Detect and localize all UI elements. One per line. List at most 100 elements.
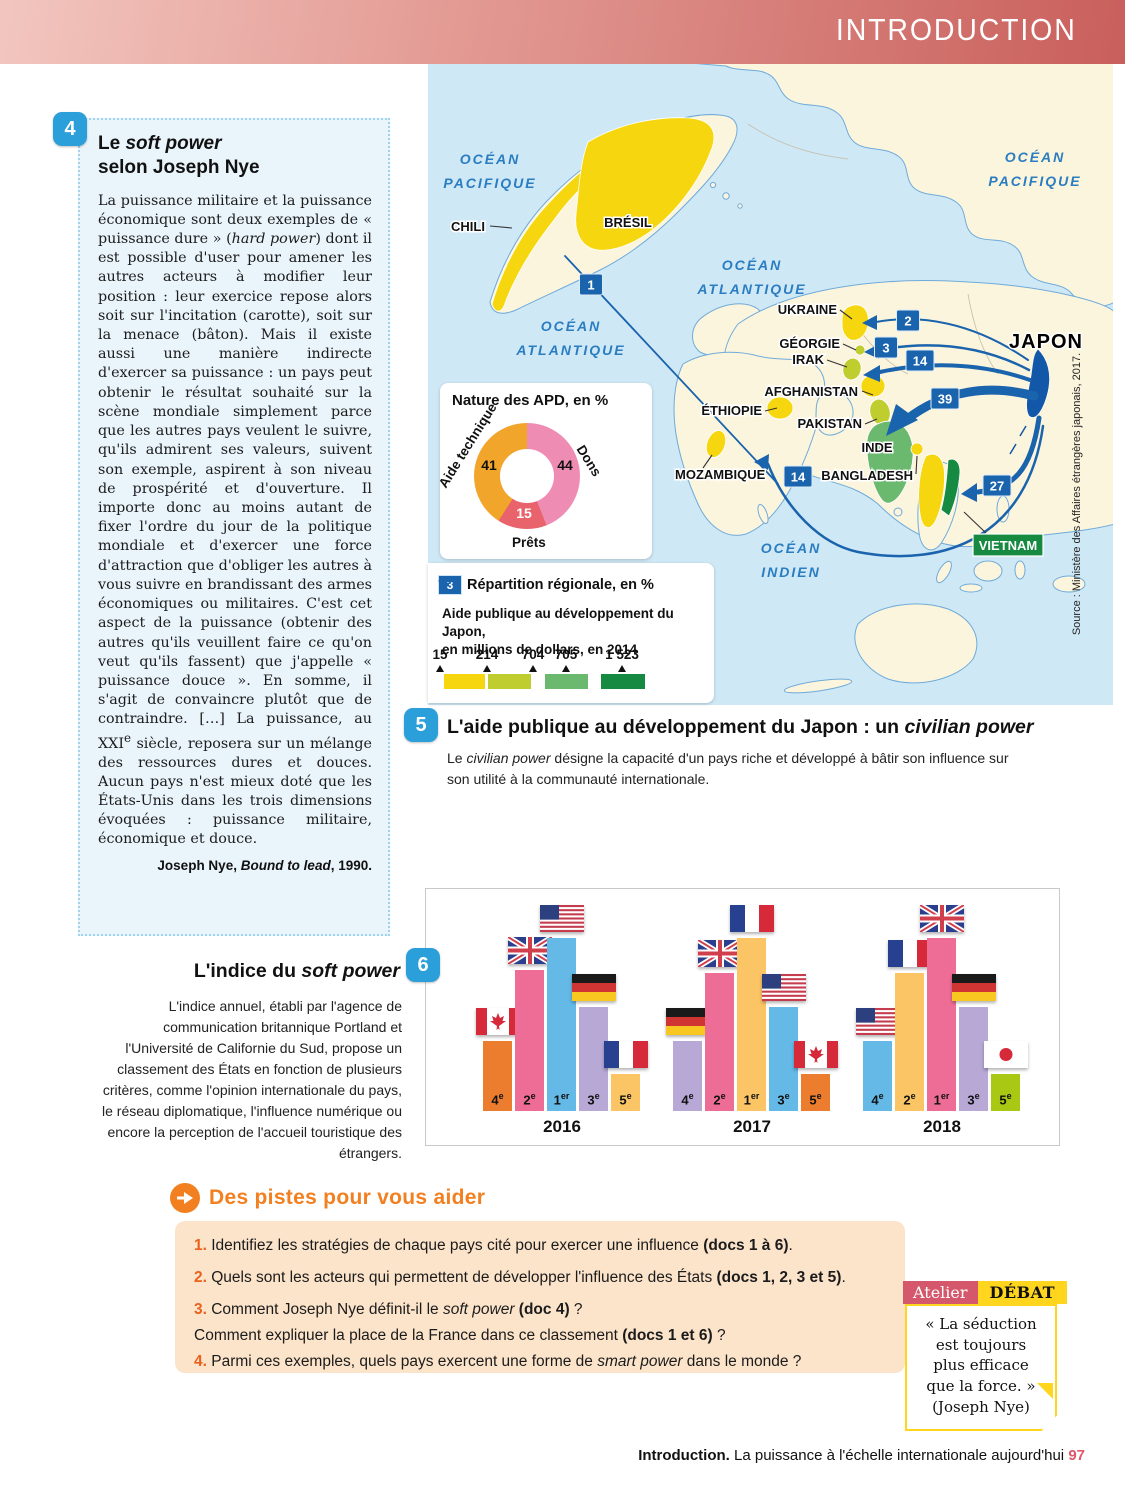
map-label: ÉTHIOPIE bbox=[701, 403, 762, 418]
donut-value: 15 bbox=[516, 505, 532, 521]
map-label: UKRAINE bbox=[778, 302, 838, 317]
svg-text:VIETNAM: VIETNAM bbox=[979, 538, 1038, 553]
ocean-label-pacific-east: OCÉAN PACIFIQUE bbox=[988, 149, 1081, 189]
legend-subtitle-line2: en millions de dollars, en 2014 bbox=[442, 642, 638, 658]
map-label: AFGHANISTAN bbox=[764, 384, 858, 399]
atelier-tabs: Atelier DÉBAT bbox=[903, 1281, 1068, 1304]
rank-bar-canada: 4e bbox=[475, 1008, 520, 1111]
svg-text:14: 14 bbox=[791, 470, 806, 485]
question-2: 2. Quels sont les acteurs qui permettent… bbox=[194, 1269, 846, 1286]
country-ukraine bbox=[841, 304, 869, 341]
doc4-title-line1: Le soft power bbox=[98, 133, 222, 154]
ocean-label-pacific-west: OCÉAN PACIFIQUE bbox=[443, 151, 536, 191]
rank-label: 2e bbox=[903, 1090, 916, 1107]
doc5-badge: 5 bbox=[404, 708, 438, 742]
legend-title: Répartition régionale, en % bbox=[467, 577, 654, 593]
flag-uk-icon bbox=[697, 940, 742, 967]
tick-marker-icon bbox=[483, 665, 491, 672]
legend-subtitle: Aide publique au développement du Japon,… bbox=[442, 605, 714, 660]
scale-tick: 704 bbox=[521, 647, 545, 662]
country-inde bbox=[866, 420, 914, 504]
okinawa-chain bbox=[1009, 425, 1027, 455]
rank-bar-japan: 5e bbox=[983, 1041, 1028, 1111]
rank-bar-uk: 2e bbox=[697, 940, 742, 1111]
map-label-japon: JAPON bbox=[1009, 331, 1083, 353]
soft-power-chart: 4e 2e 1er 3e 5e 2016 4e 2e 1er 3e 5e 2017 4e 2e 1er 3e 5… bbox=[425, 888, 1060, 1146]
question-5: 4. Parmi ces exemples, quels pays exerce… bbox=[194, 1353, 802, 1370]
ocean-label-atlantic-mid: OCÉAN ATLANTIQUE bbox=[696, 257, 806, 297]
svg-text:27: 27 bbox=[990, 479, 1004, 494]
aid-arrowheads bbox=[754, 315, 977, 502]
rank-bar-france: 2e bbox=[887, 940, 932, 1111]
flag-usa-icon bbox=[761, 974, 806, 1001]
vietnam-label-box bbox=[972, 533, 1044, 557]
tick-marker-icon bbox=[618, 665, 626, 672]
question-3: 3. Comment Joseph Nye définit-il le soft… bbox=[194, 1301, 583, 1318]
pistes-box: 1. Identifiez les stratégies de chaque p… bbox=[175, 1221, 905, 1373]
flag-usa-icon bbox=[855, 1008, 900, 1035]
donut-card: Nature des APD, en % 44 15 41 Dons Prêts Aide… bbox=[436, 383, 652, 559]
rank-group-2017: 4e 2e 1er 3e 5e bbox=[665, 889, 838, 1111]
doc6-title: L'indice du soft power bbox=[193, 960, 400, 982]
aid-arrows bbox=[564, 255, 1045, 558]
scale-swatch bbox=[444, 674, 485, 689]
flag-canada-icon bbox=[793, 1041, 838, 1068]
rank-bar-usa: 1er bbox=[539, 905, 584, 1111]
left-arrow-icon bbox=[438, 576, 460, 586]
doc4-title-line2: selon Joseph Nye bbox=[98, 156, 260, 178]
scale-tick: 214 bbox=[475, 647, 499, 662]
pistes-heading: Des pistes pour vous aider bbox=[170, 1183, 485, 1213]
rank-bar-germany: 3e bbox=[571, 974, 616, 1111]
map-highlight-countries bbox=[491, 117, 961, 528]
flag-uk-icon bbox=[507, 937, 552, 964]
country-japon bbox=[1026, 348, 1050, 418]
donut-segment-label: Prêts bbox=[512, 535, 546, 550]
apd-donut-chart bbox=[474, 423, 580, 529]
rank-label: 2e bbox=[523, 1090, 536, 1107]
rank-group-2018: 4e 2e 1er 3e 5e bbox=[855, 889, 1028, 1111]
rank-label: 5e bbox=[999, 1090, 1012, 1107]
doc4-badge: 4 bbox=[53, 112, 87, 146]
map-legend-card: 3 Répartition régionale, en % Aide publi… bbox=[428, 563, 714, 703]
flow-badge-14 bbox=[905, 349, 935, 372]
year-label: 2016 bbox=[543, 1117, 581, 1136]
map-svg: OCÉAN PACIFIQUE OCÉAN ATLANTIQUE OCÉAN ATLANT… bbox=[443, 64, 1113, 694]
flag-france-icon bbox=[729, 905, 774, 932]
rank-bar-germany: 3e bbox=[951, 974, 996, 1111]
flag-canada-icon bbox=[475, 1008, 520, 1035]
flow-badge-27 bbox=[982, 474, 1012, 497]
scale-swatch bbox=[545, 674, 588, 689]
map-label: MOZAMBIQUE bbox=[675, 467, 766, 482]
flag-japan-icon bbox=[983, 1041, 1028, 1068]
tick-marker-icon bbox=[529, 665, 537, 672]
rank-label: 3e bbox=[967, 1090, 980, 1107]
atelier-quote: « La séduction est toujours plus efficac… bbox=[905, 1304, 1057, 1431]
rank-label: 3e bbox=[587, 1090, 600, 1107]
country-irak bbox=[842, 357, 862, 381]
map-label: BANGLADESH bbox=[821, 468, 913, 483]
map-label: PAKISTAN bbox=[797, 416, 862, 431]
country-bangladesh bbox=[910, 442, 924, 456]
rank-label: 1er bbox=[933, 1090, 950, 1107]
legend-subtitle-line1: Aide publique au développement du Japon, bbox=[442, 606, 674, 640]
pistes-heading-text: Des pistes pour vous aider bbox=[209, 1186, 486, 1209]
scale-swatch bbox=[488, 674, 531, 689]
rank-bar-germany: 4e bbox=[665, 1008, 710, 1111]
page-title: INTRODUCTION bbox=[836, 12, 1077, 47]
question-4: Comment expliquer la place de la France … bbox=[194, 1327, 726, 1344]
legend-row1: 3 Répartition régionale, en % bbox=[438, 575, 654, 595]
arrow-right-icon bbox=[170, 1183, 200, 1213]
doc4-credit: Joseph Nye, Bound to lead, 1990. bbox=[157, 857, 372, 873]
rank-bar-canada: 5e bbox=[793, 1041, 838, 1111]
question-1: 1. Identifiez les stratégies de chaque p… bbox=[194, 1237, 793, 1254]
doc6-body: L'indice annuel, établi par l'agence de … bbox=[102, 998, 402, 1161]
rank-label: 2e bbox=[713, 1090, 726, 1107]
flow-badge-39 bbox=[930, 387, 960, 410]
atelier-fold-corner bbox=[1037, 1383, 1053, 1399]
doc4-panel: Le soft power selon Joseph Nye La puissa… bbox=[78, 118, 390, 936]
rank-label: 4e bbox=[871, 1090, 884, 1107]
country-ethiopie bbox=[766, 396, 794, 420]
tick-marker-icon bbox=[562, 665, 570, 672]
flow-badge-3 bbox=[874, 336, 898, 359]
flag-france-icon bbox=[603, 1041, 648, 1068]
